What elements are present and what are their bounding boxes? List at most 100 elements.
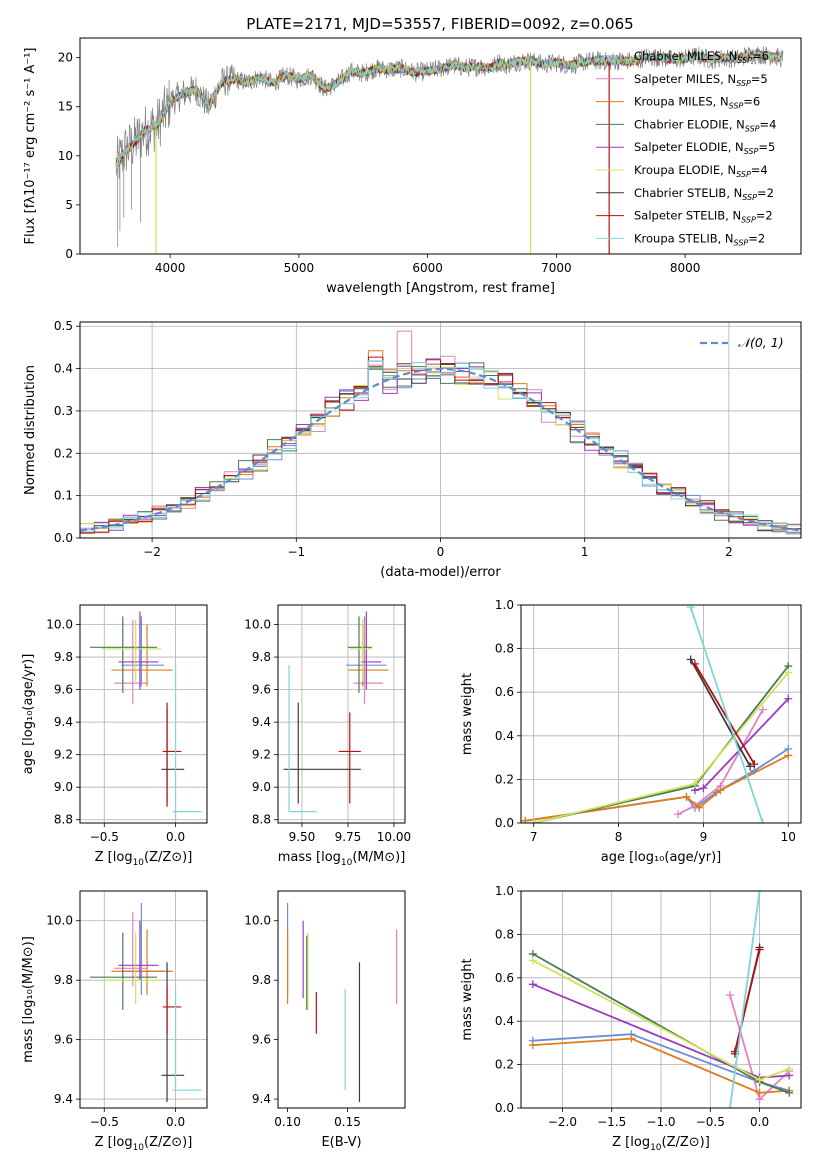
- mass-weight-line-2: [532, 1037, 790, 1094]
- y-tick-label: 8.8: [54, 813, 73, 827]
- legend-label: Salpeter STELIB, NSSP=2: [634, 209, 773, 225]
- mass-vs-metallicity-panel: −0.5 0.0 9.4 9.6 9.8 10.0 Z [log10(Z/Z⊙)] mass …: [21, 890, 208, 1153]
- spectrum-panel: 4000 5000 6000 7000 8000 0 5 10 15 20 wavelength […: [23, 37, 802, 296]
- legend-label-sub: SSP: [734, 238, 749, 247]
- mass-weight-marker: [521, 816, 530, 823]
- histogram-series-7: [80, 356, 801, 535]
- mass-weight-marker: [528, 980, 537, 989]
- mass-weight-line-7: [694, 663, 756, 765]
- mass-vs-extinction-panel: 0.10 0.15 9.4 9.6 9.8 10.0 E(B-V): [244, 890, 406, 1150]
- plot-area: [89, 902, 202, 1103]
- mass-weight-marker: [528, 1041, 537, 1050]
- x-axis-label: mass [log10(M/M⊙)]: [278, 850, 406, 868]
- legend-label-sub: SSP: [729, 102, 744, 111]
- x-axis-label-part: mass [log: [278, 850, 341, 865]
- legend-label-part: Kroupa MILES, N: [634, 95, 729, 109]
- legend-label-part: =2: [757, 186, 774, 200]
- legend-label-part: =6: [743, 95, 760, 109]
- x-tick-label: −2.0: [548, 1115, 577, 1129]
- y-tick-label: 9.4: [54, 715, 73, 729]
- plot-area: [521, 605, 793, 823]
- mass-weight-marker: [528, 956, 537, 965]
- x-axis-label: E(B-V): [321, 1135, 361, 1150]
- y-tick-label: 5: [65, 198, 73, 212]
- axes-frame: [79, 604, 208, 824]
- histogram-series-6: [80, 363, 801, 531]
- x-axis-label: Z [log10(Z/Z⊙)]: [95, 850, 193, 868]
- legend-label: Chabrier STELIB, NSSP=2: [634, 186, 774, 202]
- mass-weight-line-1: [677, 709, 764, 816]
- y-tick-label: 0.4: [54, 362, 73, 376]
- legend-label-part: Chabrier ELODIE, N: [634, 117, 745, 131]
- y-tick-label: 0.4: [495, 729, 514, 743]
- y-axis-label: age [log₁₀(age/yr)]: [21, 654, 36, 775]
- mass-weight-marker: [758, 705, 767, 714]
- legend-label-part: Chabrier STELIB, N: [634, 186, 742, 200]
- x-axis-label-sub: 10: [133, 858, 145, 868]
- y-axis-label: mass weight: [460, 673, 475, 755]
- mass-weight-line-3: [533, 665, 790, 823]
- x-tick-label: 0.0: [166, 1115, 185, 1129]
- legend-label-sub: SSP: [736, 79, 751, 88]
- legend-label-part: Salpeter ELODIE, N: [634, 140, 744, 154]
- y-tick-label: 9.8: [252, 650, 271, 664]
- x-axis-label-part: Z [log: [612, 1135, 650, 1150]
- x-tick-label: 9.75: [335, 830, 362, 844]
- plot-area: [283, 611, 389, 813]
- plot-area: [528, 891, 794, 1108]
- massweight-vs-age-panel: 7 8 9 10 0.0 0.2 0.4 0.6 0.8 1.0 age [log₁₀(age/yr…: [460, 598, 802, 865]
- x-tick-label: −0.5: [696, 1115, 725, 1129]
- y-tick-label: 9.6: [54, 683, 73, 697]
- y-tick-label: 0: [65, 247, 73, 261]
- y-tick-label: 0.0: [495, 816, 514, 830]
- x-tick-label: 10: [781, 830, 796, 844]
- legend-label-sub: SSP: [741, 216, 756, 225]
- x-axis-label-sub: 10: [341, 858, 353, 868]
- x-tick-label: 4000: [155, 261, 186, 275]
- legend-label-sub: SSP: [744, 147, 759, 156]
- y-tick-label: 10.0: [46, 914, 73, 928]
- x-tick-label: 8000: [670, 261, 701, 275]
- y-tick-label: 0.2: [54, 446, 73, 460]
- legend-label-part: =4: [760, 117, 777, 131]
- y-tick-label: 9.4: [54, 1092, 73, 1106]
- mass-weight-marker: [673, 810, 682, 819]
- axes-frame: [277, 890, 406, 1109]
- residuals-panel: −2 −1 0 1 2 0.0 0.1 0.2 0.3 0.4 0.5 (data-model)/er…: [23, 319, 802, 580]
- model-spectrum-8: [115, 50, 784, 169]
- y-tick-label: 15: [58, 100, 73, 114]
- x-tick-label: 9: [700, 830, 708, 844]
- y-tick-label: 10: [58, 149, 73, 163]
- legend-label-part: =2: [748, 231, 765, 245]
- legend-label: Salpeter ELODIE, NSSP=5: [634, 140, 775, 156]
- x-tick-label: 0: [437, 545, 445, 559]
- legend-label-part: =4: [751, 163, 768, 177]
- x-tick-label: 0.0: [166, 830, 185, 844]
- x-axis-label-sub: 10: [650, 1143, 662, 1153]
- y-tick-label: 0.4: [495, 1014, 514, 1028]
- legend-label: Kroupa ELODIE, NSSP=4: [634, 163, 768, 179]
- mass-weight-marker: [686, 655, 695, 664]
- y-tick-label: 0.5: [54, 319, 73, 333]
- y-tick-label: 0.6: [495, 685, 514, 699]
- mass-weight-line-8: [729, 891, 761, 1108]
- x-axis-label-part: (Z/Z⊙)]: [144, 850, 192, 865]
- legend-label-part: =6: [752, 49, 769, 63]
- y-axis-label: Normed distribution: [23, 365, 38, 495]
- gaussian-curve: [80, 367, 801, 532]
- mass-weight-line-7: [734, 949, 761, 1052]
- x-tick-label: 6000: [412, 261, 443, 275]
- y-tick-label: 0.0: [54, 531, 73, 545]
- y-tick-label: 0.6: [495, 971, 514, 985]
- massweight-vs-metallicity-panel: −2.0 −1.5 −1.0 −0.5 0.0 0.0 0.2 0.4 0.6 0.8 1.0 Z […: [460, 884, 802, 1153]
- legend-label: Chabrier MILES, NSSP=6: [634, 49, 769, 65]
- axes-frame: [79, 890, 208, 1109]
- mass-weight-line-6: [689, 659, 751, 767]
- x-tick-label: −1.5: [597, 1115, 626, 1129]
- x-axis-label-part: (Z/Z⊙)]: [662, 1135, 710, 1150]
- mass-weight-line-4: [694, 698, 789, 792]
- y-tick-label: 10.0: [244, 914, 271, 928]
- mass-weight-line-8: [689, 606, 764, 823]
- x-tick-label: 8: [615, 830, 623, 844]
- mass-weight-marker: [755, 945, 764, 954]
